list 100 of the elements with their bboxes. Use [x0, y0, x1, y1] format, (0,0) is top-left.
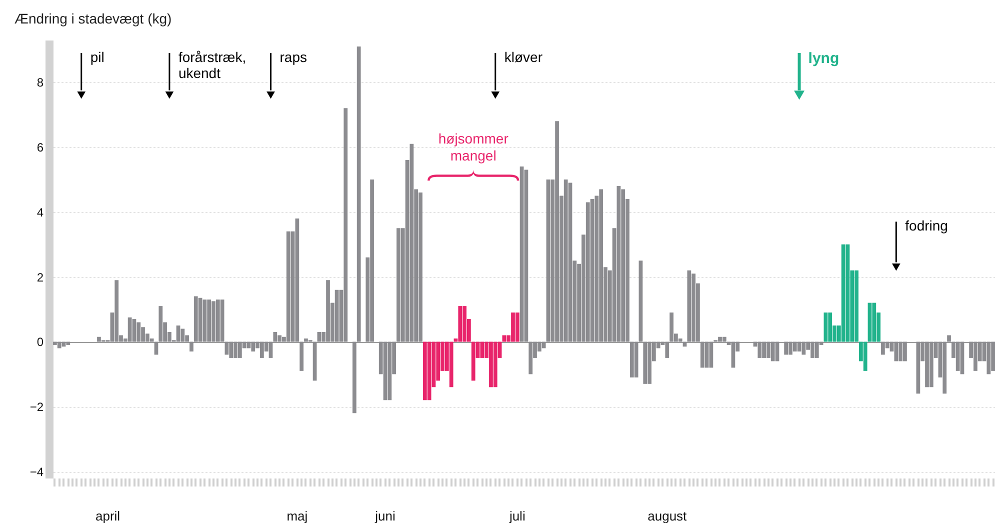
- bar: [300, 342, 304, 371]
- bar: [62, 342, 66, 347]
- bar: [251, 342, 256, 352]
- x-tick-label: juni: [374, 508, 396, 523]
- bar: [202, 300, 207, 342]
- bar: [158, 306, 163, 342]
- bar: [586, 202, 590, 342]
- bar: [286, 231, 290, 342]
- bar: [427, 342, 432, 400]
- bar: [846, 244, 850, 342]
- bar: [709, 342, 714, 368]
- bar: [410, 144, 414, 342]
- bar: [449, 342, 454, 388]
- bar: [334, 290, 339, 342]
- bar: [57, 342, 62, 348]
- bar: [590, 198, 594, 342]
- bar: [528, 342, 533, 374]
- x-tick-label: april: [96, 508, 120, 523]
- bar: [841, 244, 846, 342]
- bar: [273, 332, 278, 342]
- y-tick-label: 8: [36, 76, 44, 90]
- annotation: raps: [280, 48, 307, 65]
- bar: [929, 342, 934, 388]
- bar: [770, 342, 775, 362]
- annotation: kløver: [504, 48, 543, 65]
- bar: [630, 342, 634, 378]
- bar: [758, 342, 762, 358]
- bar: [916, 342, 920, 394]
- y-axis-title: Ændring i stadevægt (kg): [14, 10, 172, 26]
- bar: [792, 342, 797, 352]
- bar: [295, 218, 300, 342]
- bar: [66, 342, 70, 345]
- bar: [775, 342, 780, 362]
- bar: [524, 170, 528, 342]
- bar: [643, 342, 648, 384]
- bar: [388, 342, 392, 400]
- bar: [634, 342, 638, 378]
- bar: [180, 328, 185, 342]
- bar: [828, 312, 832, 342]
- bar: [154, 342, 158, 355]
- bar: [515, 312, 520, 342]
- bar: [546, 180, 550, 342]
- bar: [942, 342, 947, 394]
- bar: [493, 342, 498, 388]
- bar: [198, 298, 202, 342]
- bar: [471, 342, 476, 381]
- bar: [194, 296, 198, 342]
- bar: [136, 322, 141, 342]
- bar: [802, 342, 806, 355]
- bar: [352, 342, 356, 414]
- bar: [731, 342, 736, 368]
- bar: [621, 189, 626, 342]
- annotation: pil: [90, 48, 104, 65]
- annotation: fodring: [905, 218, 948, 234]
- bar: [616, 186, 621, 342]
- bar: [422, 342, 427, 400]
- x-tick-label: juli: [508, 508, 526, 523]
- y-tick-label: 2: [36, 270, 44, 284]
- bar: [564, 180, 568, 342]
- bar: [383, 342, 388, 400]
- bar: [638, 260, 643, 342]
- bar: [268, 342, 273, 358]
- bar: [682, 342, 687, 347]
- bar: [246, 342, 251, 348]
- bar: [220, 300, 224, 342]
- y-tick-label: 4: [36, 205, 44, 220]
- bar: [722, 336, 726, 342]
- annotation: lyng: [808, 50, 840, 67]
- bar: [894, 342, 898, 362]
- y-tick-label: −4: [30, 465, 44, 480]
- bar: [114, 280, 119, 342]
- bar: [542, 342, 546, 348]
- bar: [863, 342, 868, 371]
- annotation: forårstræk, ukendt: [178, 48, 246, 81]
- y-tick-label: 6: [36, 140, 44, 155]
- bar: [704, 342, 709, 368]
- bar: [190, 342, 194, 352]
- y-tick-label: 0: [36, 335, 44, 350]
- bar: [700, 342, 704, 368]
- bar: [986, 342, 991, 374]
- x-tick-label: august: [648, 508, 688, 523]
- bar: [568, 182, 572, 342]
- bar: [687, 270, 692, 342]
- bar: [956, 342, 960, 371]
- bar: [502, 335, 506, 342]
- bar: [224, 342, 229, 355]
- bar: [797, 342, 802, 352]
- bar: [216, 300, 220, 342]
- bar: [229, 342, 234, 358]
- x-tick-label: maj: [286, 508, 308, 523]
- y-tick-label: −2: [30, 400, 44, 414]
- bar: [665, 342, 670, 358]
- bar: [824, 312, 828, 342]
- bar: [872, 302, 876, 342]
- bar: [312, 342, 317, 381]
- bar: [458, 306, 462, 342]
- bar: [947, 335, 951, 342]
- annotation: højsommer mangel: [438, 130, 509, 164]
- bar: [480, 342, 484, 358]
- bar: [960, 342, 964, 374]
